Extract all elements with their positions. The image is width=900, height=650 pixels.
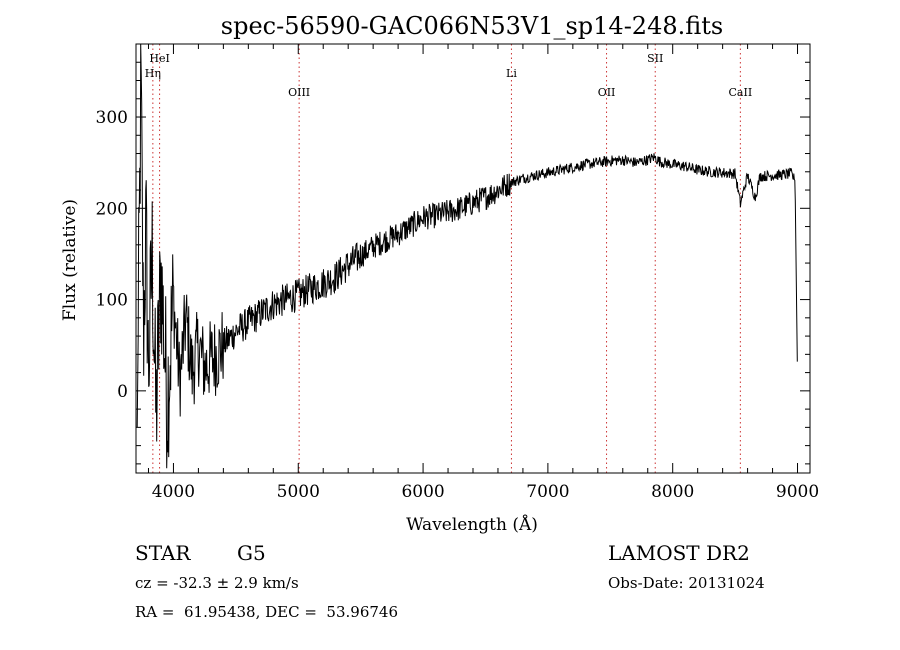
object-class: STAR [135,541,191,565]
ra-dec-coordinates: RA = 61.95438, DEC = 53.96746 [135,603,399,621]
line-label: Hη [145,67,161,80]
survey-name: LAMOST DR2 [608,541,750,565]
chart-title: spec-56590-GAC066N53V1_sp14-248.fits [221,12,723,40]
x-tick-label: 6000 [401,482,444,502]
y-axis-label: Flux (relative) [60,199,80,321]
x-tick-label: 4000 [152,482,195,502]
line-label: OII [598,86,616,99]
line-label: HeI [149,52,169,65]
line-label: Li [506,67,517,80]
line-label: OIII [288,86,310,99]
emission-line-markers [152,44,741,473]
line-label: CaII [729,86,753,99]
x-tick-label: 8000 [651,482,694,502]
x-tick-label: 7000 [526,482,569,502]
x-tick-label: 9000 [776,482,819,502]
plot-frame [135,43,811,474]
x-axis-label: Wavelength (Å) [406,514,538,535]
y-tick-label: 0 [117,382,128,402]
y-tick-label: 200 [96,199,128,219]
redshift-velocity: cz = -32.3 ± 2.9 km/s [135,574,299,592]
y-tick-labels: 0 100 200 300 [96,108,128,402]
x-tick-label: 5000 [277,482,320,502]
axis-ticks [136,44,810,473]
spectral-subclass: G5 [237,541,266,565]
y-tick-label: 300 [96,108,128,128]
x-tick-labels: 4000 5000 6000 7000 8000 9000 [152,482,819,502]
line-labels: HeI Hη OIII Li OII SII CaII [145,52,752,99]
spectrum-line [136,43,798,469]
y-tick-label: 100 [96,291,128,311]
line-label: SII [647,52,663,65]
observation-date: Obs-Date: 20131024 [608,574,765,592]
